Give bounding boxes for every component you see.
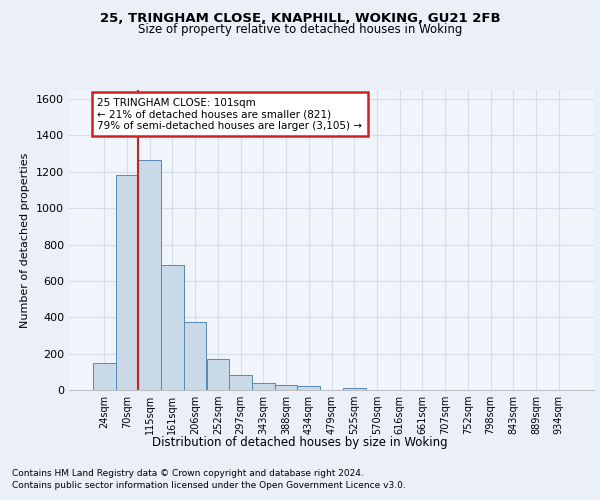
Bar bbox=[252, 383, 275, 390]
Bar bbox=[206, 360, 229, 390]
Text: Size of property relative to detached houses in Woking: Size of property relative to detached ho… bbox=[138, 24, 462, 36]
Bar bbox=[161, 264, 184, 390]
Text: Contains HM Land Registry data © Crown copyright and database right 2024.: Contains HM Land Registry data © Crown c… bbox=[12, 468, 364, 477]
Y-axis label: Number of detached properties: Number of detached properties bbox=[20, 152, 31, 328]
Text: 25 TRINGHAM CLOSE: 101sqm
← 21% of detached houses are smaller (821)
79% of semi: 25 TRINGHAM CLOSE: 101sqm ← 21% of detac… bbox=[97, 98, 362, 130]
Bar bbox=[116, 174, 139, 390]
Text: 25, TRINGHAM CLOSE, KNAPHILL, WOKING, GU21 2FB: 25, TRINGHAM CLOSE, KNAPHILL, WOKING, GU… bbox=[100, 12, 500, 26]
Bar bbox=[343, 388, 365, 390]
Text: Distribution of detached houses by size in Woking: Distribution of detached houses by size … bbox=[152, 436, 448, 449]
Bar bbox=[229, 376, 252, 390]
Bar bbox=[275, 385, 298, 390]
Bar bbox=[184, 322, 206, 390]
Bar bbox=[298, 386, 320, 390]
Bar bbox=[139, 160, 161, 390]
Text: Contains public sector information licensed under the Open Government Licence v3: Contains public sector information licen… bbox=[12, 481, 406, 490]
Bar bbox=[93, 363, 116, 390]
